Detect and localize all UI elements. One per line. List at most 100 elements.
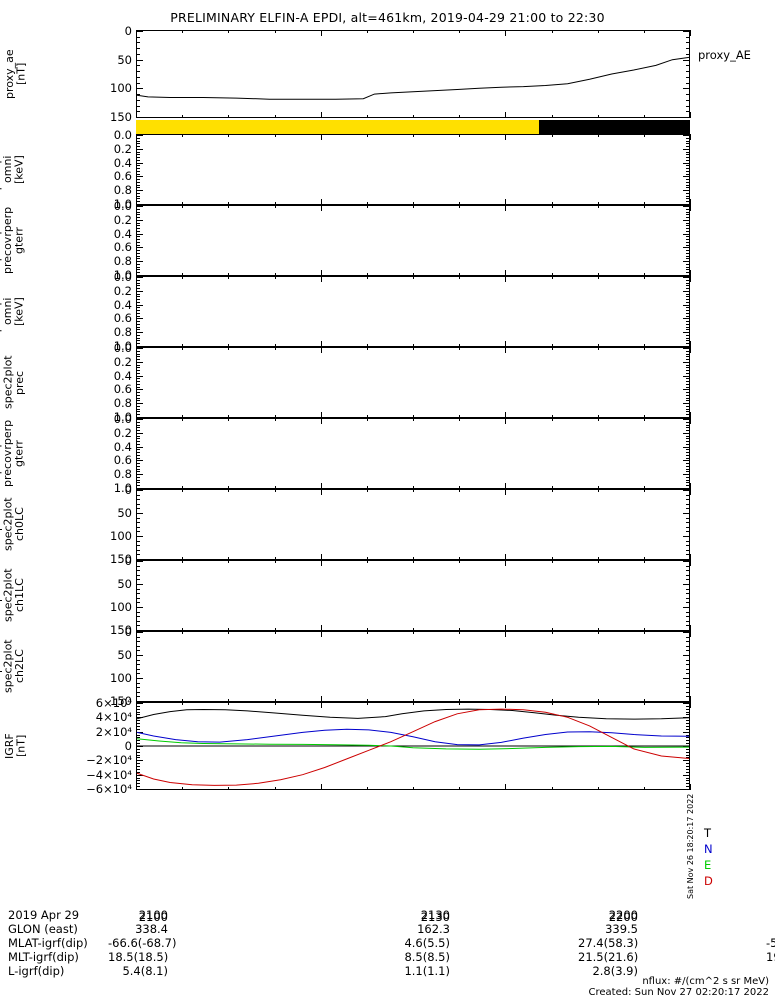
y-tick-minor [136,673,140,675]
y-tick-major [136,346,143,347]
y-tick-minor [136,65,140,67]
y-tick-minor [686,419,690,420]
x-tick [644,344,645,347]
y-tick-minor [136,632,140,633]
y-tick-minor [136,190,140,192]
y-tick-minor [686,269,690,271]
y-tick-minor [686,774,690,776]
x-tick [228,702,229,705]
y-tick-minor [686,771,690,773]
y-tick-minor [686,222,690,224]
x-tick [690,631,691,637]
y-tick-major [136,701,143,702]
y-tick-minor [136,241,140,243]
y-tick-minor [136,549,140,551]
y-tick-minor [686,350,690,352]
y-tick-minor [686,494,690,496]
y-tick-minor [686,593,690,595]
y-tick-minor [136,372,140,374]
y-tick-minor [136,743,140,745]
x-tick [644,273,645,276]
y-tick-minor [136,517,140,519]
y-tick-major [136,275,143,276]
x-tick [644,276,645,279]
x-tick [413,205,414,208]
y-tick-label: 0.6 [113,240,132,255]
y-tick-label: 0.6 [113,453,132,468]
x-tick [505,276,506,282]
x-tick [136,341,137,347]
y-tick-minor [136,494,140,496]
y-tick-minor [136,343,140,345]
x-tick [136,696,137,702]
y-tick-minor [686,554,690,556]
y-tick-minor [686,99,690,101]
y-tick-minor [686,476,690,478]
x-tick [275,631,276,634]
y-tick-minor [136,645,140,647]
y-tick-minor [686,206,690,207]
y-tick-major [683,275,690,276]
x-tick [275,115,276,118]
y-tick-minor [136,513,140,514]
x-tick [598,631,599,634]
y-tick-minor [686,602,690,604]
x-tick [228,344,229,347]
panel-ela-pif-en-precovrperp [136,418,690,489]
x-tick [182,418,183,421]
y-tick-minor [136,184,140,186]
y-tick-label: 0 [124,554,132,568]
y-tick-minor [136,88,140,90]
y-tick-minor [686,290,690,292]
y-tick-minor [136,522,140,524]
y-tick-minor [136,421,140,423]
y-tick-minor [136,340,140,342]
y-tick-minor [686,664,690,666]
x-tick [552,347,553,350]
y-axis-label-ela-pef-en-omni: elapefenspec2plotomni[keV] [0,142,26,197]
x-tick [182,205,183,208]
y-tick-label: 100 [110,671,132,685]
y-tick-label: 0.4 [113,155,132,170]
x-tick [136,702,137,708]
y-tick-minor [686,526,690,528]
y-tick-minor [686,359,690,361]
y-tick-minor [136,737,140,739]
x-tick [690,276,691,282]
y-tick-minor [136,435,140,437]
y-tick-minor [686,288,690,290]
x-tick [275,628,276,631]
y-tick-minor [136,734,140,736]
y-tick-minor [136,408,140,410]
y-tick-minor [136,454,140,456]
y-tick-minor [136,783,140,785]
y-tick-minor [136,157,140,159]
y-tick-minor [686,597,690,599]
x-tick [321,489,322,495]
x-tick [644,486,645,489]
y-tick-minor [686,208,690,210]
y-tick-minor [686,687,690,689]
y-tick-minor [136,668,140,670]
y-tick-minor [136,318,140,320]
y-tick-minor [686,708,690,710]
y-tick-minor [686,468,690,470]
y-tick-minor [686,383,690,385]
y-tick-label: 0.2 [113,283,132,298]
x-tick [228,787,229,790]
y-tick-minor [136,59,140,61]
y-tick-minor [136,711,140,713]
x-tick [505,702,506,708]
y-tick-minor [686,198,690,200]
x-tick [459,628,460,631]
x-tick [413,273,414,276]
y-tick-minor [686,482,690,484]
x-tick [228,276,229,279]
y-tick-minor [136,201,140,203]
y-tick-minor [136,777,140,779]
x-tick [136,30,137,36]
x-tick [690,560,691,566]
x-tick [644,415,645,418]
y-tick-minor [136,361,140,363]
x-tick [182,30,183,33]
